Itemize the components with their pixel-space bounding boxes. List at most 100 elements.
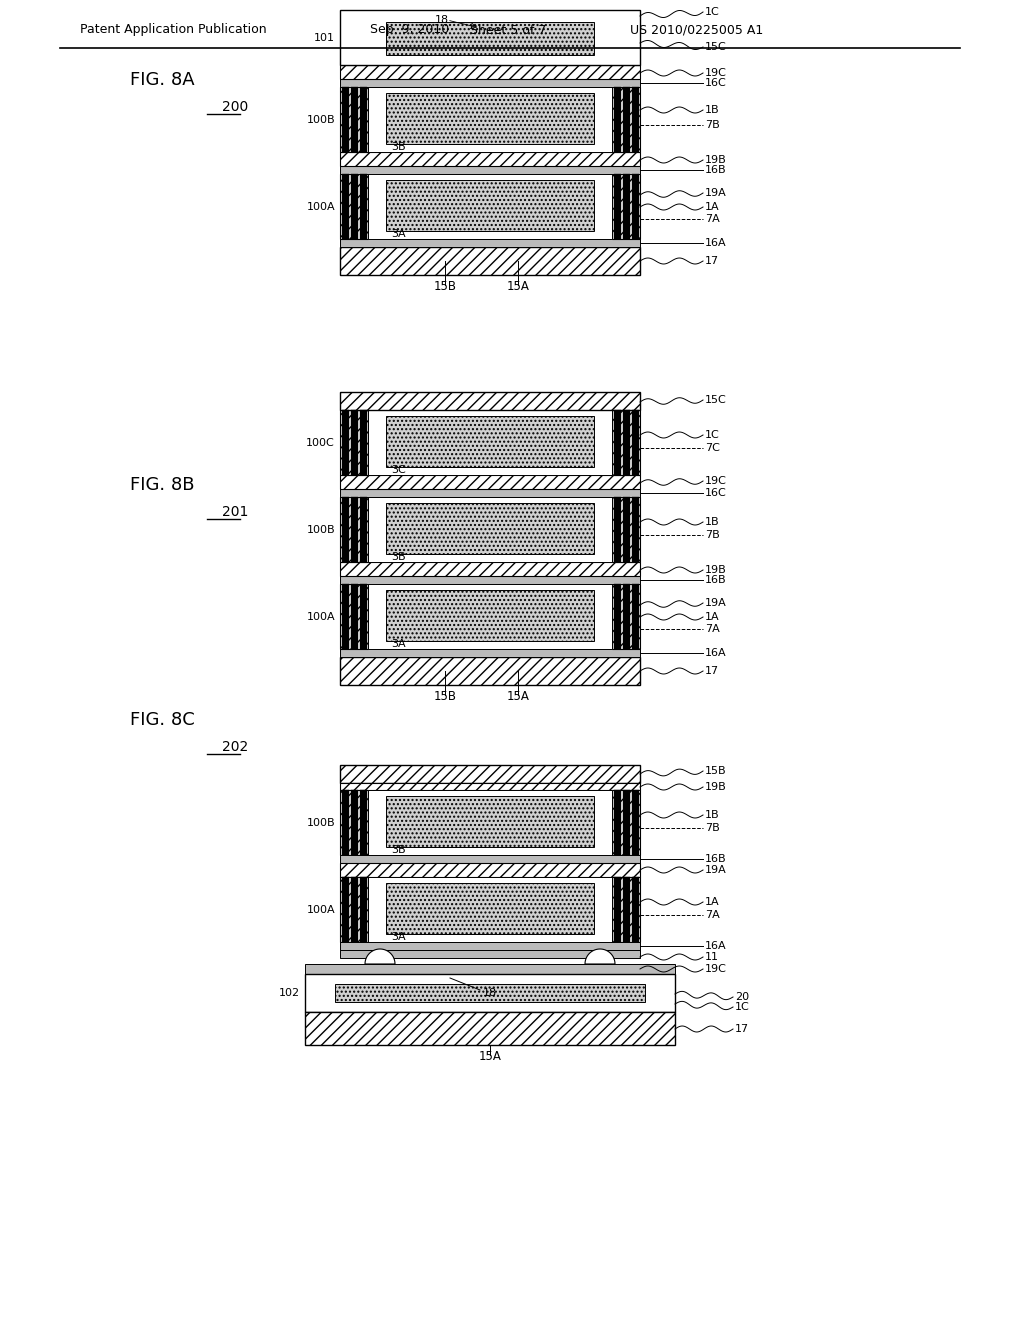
Bar (305, 1012, 675, 1045)
Bar (340, 855, 640, 863)
Bar (351, 789, 358, 855)
Bar (614, 498, 621, 562)
Bar (360, 876, 367, 942)
Bar (360, 789, 367, 855)
Text: 100C: 100C (306, 438, 335, 447)
Bar (632, 789, 639, 855)
Text: 15A: 15A (507, 690, 529, 704)
Text: 100A: 100A (306, 202, 335, 213)
Text: 15A: 15A (507, 281, 529, 293)
Bar (342, 411, 349, 475)
Text: 100A: 100A (306, 906, 335, 915)
Bar (612, 498, 640, 562)
Text: 200: 200 (222, 100, 248, 114)
Text: 19C: 19C (705, 69, 727, 78)
Text: 7A: 7A (705, 624, 720, 634)
Bar (368, 498, 612, 562)
Polygon shape (585, 949, 615, 964)
Bar (614, 87, 621, 152)
Bar (632, 87, 639, 152)
Bar (340, 498, 368, 562)
Text: Patent Application Publication: Patent Application Publication (80, 24, 266, 37)
Text: 201: 201 (222, 506, 249, 519)
Bar (614, 411, 621, 475)
Text: 16B: 16B (705, 165, 727, 176)
Bar (351, 583, 358, 649)
Bar (612, 174, 640, 239)
Bar (342, 583, 349, 649)
Bar (340, 783, 640, 789)
Bar (386, 22, 594, 55)
Text: 16A: 16A (705, 648, 727, 657)
Text: 18: 18 (483, 987, 497, 998)
Text: 3B: 3B (391, 845, 406, 855)
Text: 16A: 16A (705, 238, 727, 248)
Text: 19B: 19B (705, 781, 727, 792)
Bar (340, 583, 368, 649)
Text: FIG. 8C: FIG. 8C (130, 711, 195, 729)
Bar (340, 174, 368, 239)
Bar (632, 174, 639, 239)
Bar (623, 411, 630, 475)
Text: 100B: 100B (306, 115, 335, 125)
Bar (368, 583, 612, 649)
Text: 1B: 1B (705, 517, 720, 527)
Text: 16B: 16B (705, 576, 727, 585)
Text: 15B: 15B (705, 766, 727, 776)
Text: 15C: 15C (705, 395, 727, 405)
Bar (340, 562, 640, 576)
Bar (614, 174, 621, 239)
Text: 15B: 15B (433, 690, 457, 704)
Bar (368, 174, 612, 239)
Bar (340, 392, 640, 411)
Bar (612, 583, 640, 649)
Text: 3B: 3B (391, 552, 406, 562)
Bar (340, 863, 640, 876)
Bar (305, 974, 675, 1012)
Text: FIG. 8B: FIG. 8B (130, 477, 195, 494)
Text: 19B: 19B (705, 154, 727, 165)
Bar (340, 789, 368, 855)
Bar (340, 11, 640, 65)
Bar (623, 789, 630, 855)
Text: 19A: 19A (705, 865, 727, 875)
Bar (368, 87, 612, 152)
Bar (632, 876, 639, 942)
Bar (612, 411, 640, 475)
Bar (340, 166, 640, 174)
Bar (351, 876, 358, 942)
Bar (612, 789, 640, 855)
Bar (340, 475, 640, 488)
Bar (368, 411, 612, 475)
Bar (368, 876, 612, 942)
Bar (351, 498, 358, 562)
Text: 19B: 19B (705, 565, 727, 576)
Bar (340, 657, 640, 685)
Bar (351, 411, 358, 475)
Text: 7A: 7A (705, 909, 720, 920)
Bar (340, 65, 640, 79)
Bar (386, 883, 594, 935)
Bar (340, 576, 640, 583)
Bar (623, 876, 630, 942)
Text: 1C: 1C (705, 7, 720, 17)
Text: 3B: 3B (391, 143, 406, 152)
Text: 7A: 7A (705, 214, 720, 224)
Bar (386, 92, 594, 144)
Bar (612, 876, 640, 942)
Text: 1A: 1A (705, 202, 720, 213)
Bar (632, 498, 639, 562)
Bar (386, 180, 594, 231)
Bar (386, 416, 594, 467)
Text: 19A: 19A (705, 187, 727, 198)
Text: 1C: 1C (735, 1002, 750, 1012)
Bar (623, 87, 630, 152)
Text: 101: 101 (314, 33, 335, 44)
Bar (342, 174, 349, 239)
Bar (632, 583, 639, 649)
Text: 19C: 19C (705, 477, 727, 486)
Bar (612, 87, 640, 152)
Text: 3A: 3A (391, 932, 406, 942)
Text: 18: 18 (435, 15, 450, 25)
Text: 16C: 16C (705, 78, 727, 88)
